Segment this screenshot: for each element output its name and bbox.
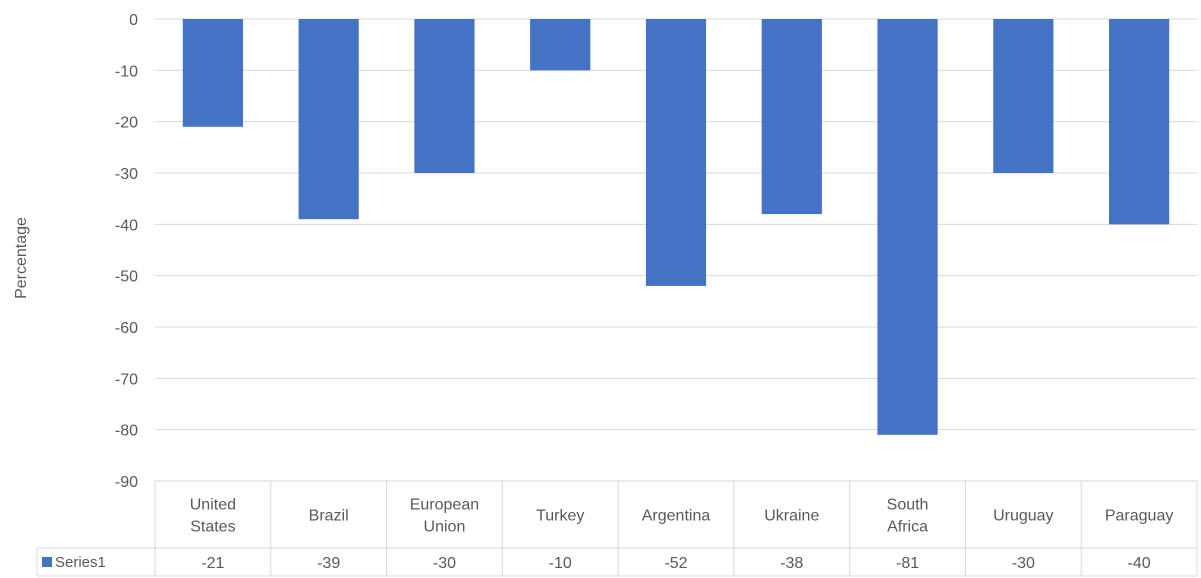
bars (182, 19, 1170, 435)
bar (414, 19, 475, 173)
series-name: Series1 (55, 554, 106, 571)
category-label: Uruguay (993, 508, 1053, 525)
data-table-value: -81 (896, 555, 919, 572)
data-table-value: -30 (433, 555, 456, 572)
bar (298, 19, 359, 220)
data-table-value: -39 (317, 555, 340, 572)
bar (530, 19, 591, 71)
category-label: Turkey (536, 508, 584, 525)
data-table-value: -10 (549, 555, 572, 572)
y-tick-label: -20 (115, 115, 138, 132)
y-tick-label: 0 (129, 12, 138, 29)
category-label: United States (190, 497, 236, 536)
y-tick-label: -60 (115, 320, 138, 337)
category-label: South Africa (887, 497, 929, 536)
y-tick-label: -30 (115, 166, 138, 183)
data-table-value: -52 (664, 555, 687, 572)
bar (993, 19, 1054, 173)
bar (182, 19, 243, 127)
bar (1109, 19, 1170, 225)
category-label: Paraguay (1105, 508, 1174, 525)
category-label: Ukraine (764, 508, 819, 525)
data-table: United States Brazil European Union Turkey Arg… (36, 480, 1198, 577)
category-label: Argentina (642, 508, 711, 525)
y-tick-label: -90 (115, 474, 138, 491)
bar (645, 19, 707, 286)
y-axis-ticks: 0 -10 -20 -30 -40 -50 -60 -70 -80 -90 (115, 12, 138, 491)
data-table-value: -38 (780, 555, 803, 572)
bar (877, 19, 938, 435)
data-table-value: -30 (1012, 555, 1035, 572)
legend-key (42, 557, 52, 567)
y-axis-label: Percentage (13, 217, 30, 299)
category-label: Brazil (309, 508, 349, 525)
y-tick-label: -50 (115, 269, 138, 286)
y-tick-label: -10 (115, 63, 138, 80)
category-label: European Union (410, 497, 479, 536)
y-tick-label: -70 (115, 371, 138, 388)
y-tick-label: -80 (115, 423, 138, 440)
data-table-value: -21 (201, 555, 224, 572)
y-tick-label: -40 (115, 217, 138, 234)
data-table-value: -40 (1128, 555, 1151, 572)
bar (761, 19, 822, 215)
